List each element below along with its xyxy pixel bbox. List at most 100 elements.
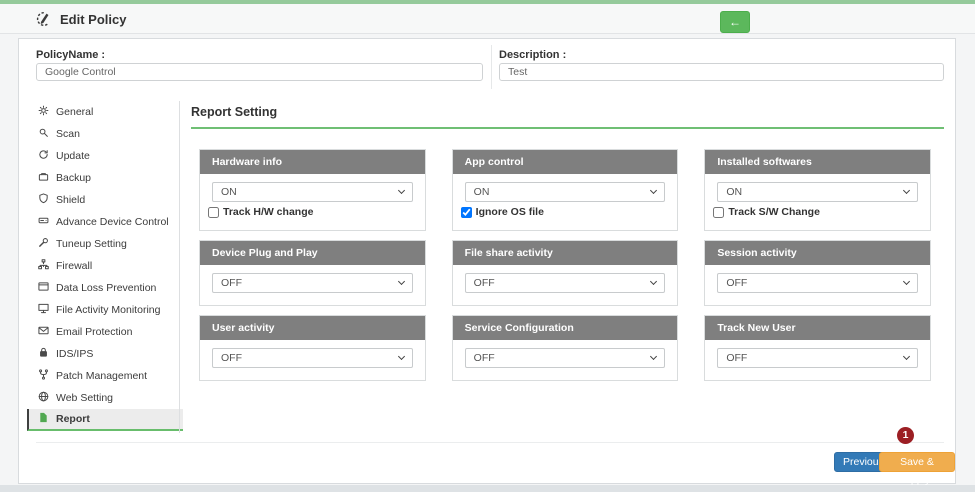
sitemap-icon xyxy=(38,259,49,273)
wrench-icon xyxy=(38,237,49,251)
panel-session-activity: Session activity OFF xyxy=(704,240,931,306)
lock-icon xyxy=(38,347,49,361)
sidebar-item-web-setting[interactable]: Web Setting xyxy=(27,387,183,409)
sidebar-item-label: Update xyxy=(56,150,90,162)
sidebar-item-update[interactable]: Update xyxy=(27,145,183,167)
desktop-icon xyxy=(38,303,49,317)
sidebar-item-scan[interactable]: Scan xyxy=(27,123,183,145)
form-column-divider xyxy=(491,45,492,89)
panel-title: Installed softwares xyxy=(705,150,930,174)
globe-icon xyxy=(38,391,49,405)
sidebar-item-label: Email Protection xyxy=(56,326,133,338)
track-hw-change-checkbox[interactable]: Track H/W change xyxy=(208,206,413,218)
panel-title: Track New User xyxy=(705,316,930,340)
sidebar-item-label: Web Setting xyxy=(56,392,114,404)
policy-sidebar: General Scan Update Backup Shield Advanc… xyxy=(27,101,183,431)
panel-title: User activity xyxy=(200,316,425,340)
refresh-icon xyxy=(38,149,49,163)
cogs-icon xyxy=(38,105,49,119)
step-badge: 1 xyxy=(897,427,914,444)
panel-user-activity: User activity OFF xyxy=(199,315,426,381)
ignore-os-file-checkbox[interactable]: Ignore OS file xyxy=(460,206,666,218)
sidebar-item-label: Scan xyxy=(56,128,80,140)
shield-icon xyxy=(38,193,49,207)
sidebar-item-email-protection[interactable]: Email Protection xyxy=(27,321,183,343)
bottom-bar xyxy=(0,485,975,492)
app-control-select[interactable]: ON xyxy=(464,182,666,202)
panel-service-configuration: Service Configuration OFF xyxy=(451,315,679,381)
sidebar-item-label: Firewall xyxy=(56,260,93,272)
sidebar-item-label: IDS/IPS xyxy=(56,348,94,360)
previous-button[interactable]: Previous xyxy=(834,452,893,472)
panel-track-new-user: Track New User OFF xyxy=(704,315,931,381)
window-icon xyxy=(38,281,49,295)
panel-title: Hardware info xyxy=(200,150,425,174)
track-new-user-select[interactable]: OFF xyxy=(717,348,918,368)
briefcase-icon xyxy=(38,171,49,185)
envelope-icon xyxy=(38,325,49,339)
sidebar-item-label: Tuneup Setting xyxy=(56,238,127,250)
panel-title: Service Configuration xyxy=(452,316,678,340)
back-button[interactable]: ← xyxy=(720,11,750,33)
sidebar-item-label: Advance Device Control xyxy=(56,216,169,228)
panel-title: Session activity xyxy=(705,241,930,265)
policy-card: PolicyName : Description : General Scan … xyxy=(18,38,956,486)
panel-title: Device Plug and Play xyxy=(200,241,425,265)
sidebar-item-file-activity-monitoring[interactable]: File Activity Monitoring xyxy=(27,299,183,321)
sidebar-item-advance-device-control[interactable]: Advance Device Control xyxy=(27,211,183,233)
page-title: Edit Policy xyxy=(60,12,127,27)
sidebar-item-backup[interactable]: Backup xyxy=(27,167,183,189)
sidebar-item-label: Data Loss Prevention xyxy=(56,282,157,294)
sidebar-item-label: Backup xyxy=(56,172,92,184)
checkbox-label: Ignore OS file xyxy=(475,206,544,218)
session-activity-select[interactable]: OFF xyxy=(717,273,918,293)
sidebar-divider xyxy=(179,101,180,433)
sidebar-item-patch-management[interactable]: Patch Management xyxy=(27,365,183,387)
sidebar-item-label: Report xyxy=(56,413,90,425)
edit-policy-icon xyxy=(33,10,51,28)
panel-device-plug-and-play: Device Plug and Play OFF xyxy=(199,240,426,306)
panel-hardware-info: Hardware info ON Track H/W change xyxy=(199,149,426,231)
checkbox-label: Track S/W Change xyxy=(728,206,820,218)
save-apply-button[interactable]: Save & Apply xyxy=(879,452,955,486)
service-configuration-select[interactable]: OFF xyxy=(464,348,666,368)
policy-name-label: PolicyName : xyxy=(36,49,106,61)
description-label: Description : xyxy=(499,49,567,61)
panel-app-control: App control ON Ignore OS file xyxy=(451,149,679,231)
sidebar-item-firewall[interactable]: Firewall xyxy=(27,255,183,277)
sidebar-item-shield[interactable]: Shield xyxy=(27,189,183,211)
search-icon xyxy=(38,127,49,141)
sidebar-item-ids-ips[interactable]: IDS/IPS xyxy=(27,343,183,365)
user-activity-select[interactable]: OFF xyxy=(212,348,413,368)
sidebar-item-label: File Activity Monitoring xyxy=(56,304,161,316)
section-title: Report Setting xyxy=(191,105,278,119)
sidebar-item-general[interactable]: General xyxy=(27,101,183,123)
section-underline xyxy=(191,127,944,129)
sidebar-item-report[interactable]: Report xyxy=(27,409,183,431)
back-arrow-icon: ← xyxy=(729,15,741,29)
track-sw-change-checkbox[interactable]: Track S/W Change xyxy=(713,206,918,218)
panel-title: App control xyxy=(452,150,678,174)
report-settings-grid: Hardware info ON Track H/W change App co… xyxy=(199,149,931,381)
code-fork-icon xyxy=(38,369,49,383)
checkbox-input[interactable] xyxy=(460,206,472,218)
description-input[interactable] xyxy=(499,63,944,81)
policy-name-input[interactable] xyxy=(36,63,483,81)
sidebar-item-label: Shield xyxy=(56,194,86,206)
checkbox-label: Track H/W change xyxy=(223,206,314,218)
app-header: Edit Policy ← xyxy=(0,4,975,34)
file-share-activity-select[interactable]: OFF xyxy=(464,273,666,293)
checkbox-input[interactable] xyxy=(713,206,725,218)
panel-title: File share activity xyxy=(452,241,678,265)
sidebar-item-label: General xyxy=(56,106,94,118)
device-plug-and-play-select[interactable]: OFF xyxy=(212,273,413,293)
sidebar-item-data-loss-prevention[interactable]: Data Loss Prevention xyxy=(27,277,183,299)
panel-file-share-activity: File share activity OFF xyxy=(451,240,679,306)
hardware-info-select[interactable]: ON xyxy=(212,182,413,202)
checkbox-input[interactable] xyxy=(208,206,219,218)
footer-divider xyxy=(36,442,944,443)
top-accent-bar xyxy=(0,0,975,4)
installed-softwares-select[interactable]: ON xyxy=(717,182,918,202)
sidebar-item-tuneup-setting[interactable]: Tuneup Setting xyxy=(27,233,183,255)
sidebar-item-label: Patch Management xyxy=(56,370,148,382)
